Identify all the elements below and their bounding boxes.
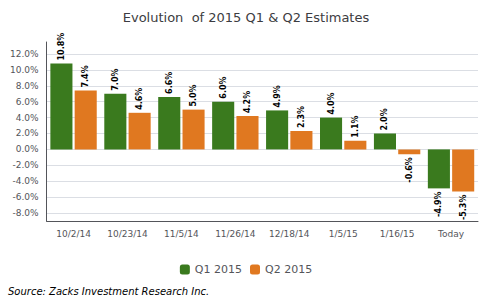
svg-text:-0.6%: -0.6%	[405, 157, 414, 183]
svg-text:10.8%: 10.8%	[57, 33, 66, 61]
svg-text:7.0%: 7.0%	[111, 69, 120, 91]
svg-text:4.2%: 4.2%	[243, 91, 252, 113]
svg-text:Today: Today	[437, 229, 465, 239]
svg-text:11/5/14: 11/5/14	[164, 229, 199, 239]
svg-text:1.1%: 1.1%	[351, 115, 360, 137]
svg-text:4.0%: 4.0%	[327, 92, 336, 114]
svg-text:-2.0%: -2.0%	[12, 160, 39, 170]
svg-text:4.0%: 4.0%	[16, 113, 39, 123]
svg-text:Q2 2015: Q2 2015	[265, 263, 312, 276]
svg-text:10.0%: 10.0%	[10, 65, 39, 75]
svg-text:-4.9%: -4.9%	[434, 191, 443, 217]
svg-text:4.9%: 4.9%	[273, 85, 282, 107]
svg-text:11/26/14: 11/26/14	[215, 229, 256, 239]
svg-text:2.3%: 2.3%	[297, 106, 306, 128]
svg-text:6.0%: 6.0%	[219, 76, 228, 98]
svg-text:4.6%: 4.6%	[135, 88, 144, 110]
svg-text:-4.0%: -4.0%	[12, 176, 39, 186]
svg-text:Source: Zacks Investment Resea: Source: Zacks Investment Research Inc.	[8, 286, 209, 297]
svg-text:10/2/14: 10/2/14	[56, 229, 91, 239]
svg-text:0.0%: 0.0%	[16, 144, 39, 154]
svg-text:Evolution of 2015 Q1 & Q2 Est: Evolution of 2015 Q1 & Q2 Estimates	[123, 10, 370, 25]
svg-text:10/23/14: 10/23/14	[107, 229, 148, 239]
svg-text:2.0%: 2.0%	[380, 108, 389, 130]
svg-text:1/16/15: 1/16/15	[380, 229, 415, 239]
svg-text:6.0%: 6.0%	[16, 97, 39, 107]
svg-text:-8.0%: -8.0%	[12, 208, 39, 218]
svg-text:12/18/14: 12/18/14	[269, 229, 310, 239]
svg-text:1/5/15: 1/5/15	[329, 229, 358, 239]
svg-text:8.0%: 8.0%	[16, 81, 39, 91]
svg-text:12.0%: 12.0%	[10, 49, 39, 59]
svg-text:-5.3%: -5.3%	[459, 195, 468, 221]
svg-text:Q1 2015: Q1 2015	[195, 263, 242, 276]
svg-text:7.4%: 7.4%	[81, 65, 90, 87]
svg-text:-6.0%: -6.0%	[12, 192, 39, 202]
svg-text:6.6%: 6.6%	[165, 72, 174, 94]
svg-text:2.0%: 2.0%	[16, 128, 39, 138]
svg-text:5.0%: 5.0%	[189, 84, 198, 106]
